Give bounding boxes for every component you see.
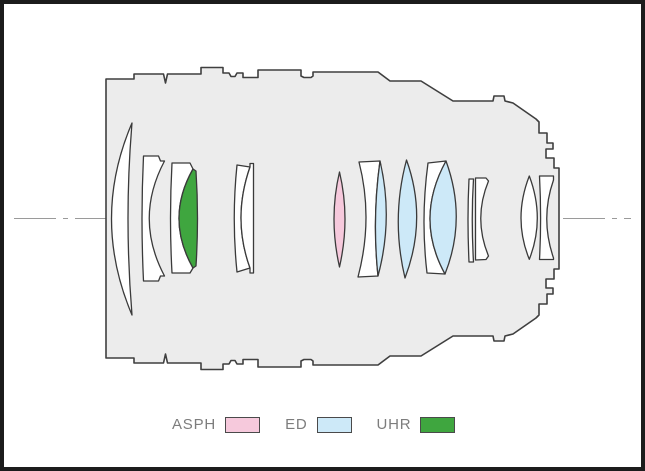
lens-barrel-outline — [105, 66, 560, 371]
lens-element-10a — [520, 175, 538, 260]
legend: ASPH ED UHR — [172, 416, 456, 434]
lens-element-10b — [538, 175, 555, 261]
legend-item-ed: ED — [285, 416, 352, 434]
lens-element-front-meniscus — [110, 122, 133, 316]
ed-element-3 — [429, 160, 457, 275]
lens-element-2 — [141, 155, 166, 282]
legend-swatch-ed — [316, 417, 352, 433]
legend-item-asph: ASPH — [172, 416, 261, 434]
asph-element — [333, 171, 346, 268]
legend-label-ed: ED — [285, 416, 308, 433]
ed-element-1 — [374, 160, 387, 277]
uhr-element — [178, 168, 199, 269]
lens-element-9a — [467, 178, 475, 263]
legend-label-uhr: UHR — [376, 416, 412, 433]
legend-item-uhr: UHR — [377, 416, 456, 434]
lens-element-9b — [474, 177, 490, 261]
legend-label-asph: ASPH — [172, 416, 217, 433]
lens-element-4b — [240, 162, 255, 274]
ed-element-2 — [397, 159, 418, 279]
legend-swatch-asph — [225, 417, 261, 433]
legend-swatch-uhr — [420, 417, 456, 433]
